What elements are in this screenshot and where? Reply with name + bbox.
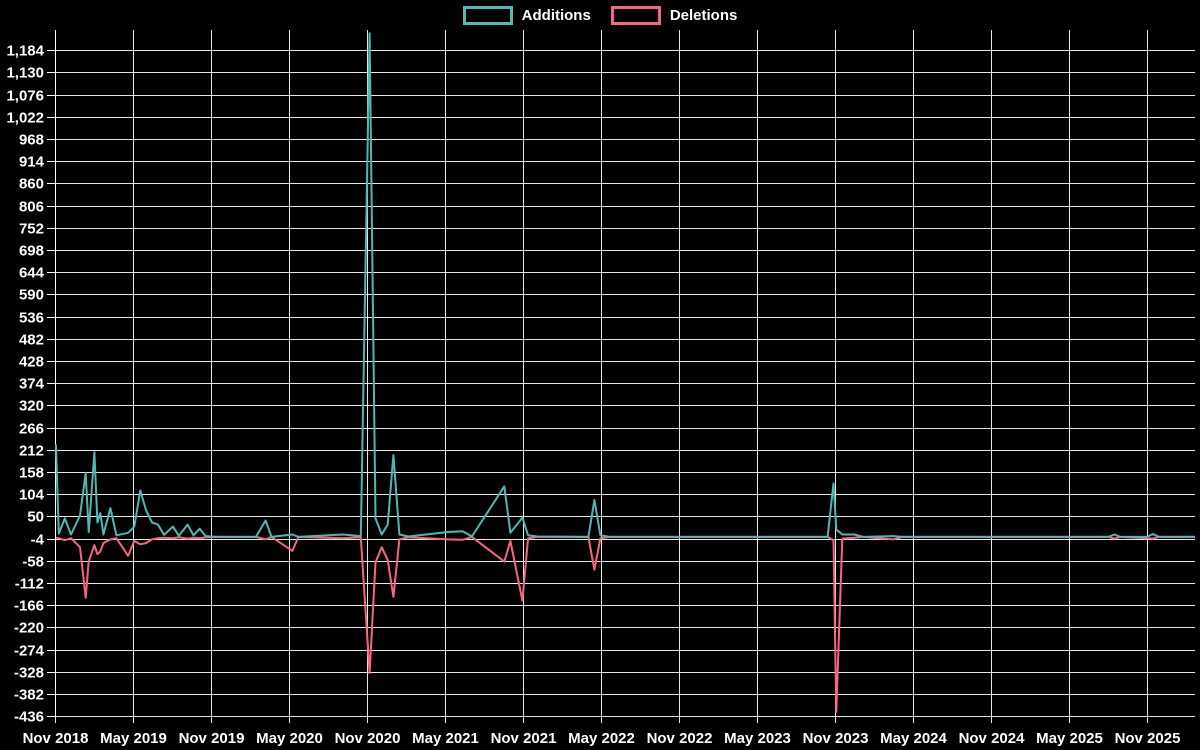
x-tick-label: Nov 2025 [1115, 730, 1181, 747]
y-tick-label: -220 [14, 620, 44, 637]
x-tick-label: Nov 2022 [647, 730, 713, 747]
y-tick-label: 1,076 [6, 88, 44, 105]
y-tick-label: 860 [19, 176, 44, 193]
x-tick-label: May 2023 [724, 730, 791, 747]
deletions-line [55, 535, 1195, 713]
x-tick-label: May 2025 [1036, 730, 1103, 747]
y-tick-label: -274 [14, 643, 45, 660]
y-tick-label: 1,130 [6, 65, 44, 82]
y-tick-label: 158 [19, 465, 44, 482]
y-tick-label: 428 [19, 354, 44, 371]
x-tick-label: Nov 2021 [491, 730, 557, 747]
x-tick-label: May 2022 [568, 730, 635, 747]
legend-item-additions[interactable]: Additions [462, 6, 591, 25]
y-tick-label: -4 [31, 532, 45, 549]
y-tick-label: 50 [27, 509, 44, 526]
y-tick-label: 590 [19, 287, 44, 304]
y-tick-label: -436 [14, 709, 44, 726]
x-tick-label: May 2021 [412, 730, 479, 747]
x-tick-label: Nov 2018 [23, 730, 89, 747]
y-tick-label: 266 [19, 421, 44, 438]
y-tick-label: 104 [19, 487, 45, 504]
y-tick-label: 968 [19, 132, 44, 149]
y-tick-label: 374 [19, 376, 45, 393]
x-tick-label: Nov 2023 [803, 730, 869, 747]
legend-item-deletions[interactable]: Deletions [610, 6, 738, 25]
y-tick-label: 914 [19, 154, 45, 171]
additions-swatch-icon [462, 6, 513, 25]
additions-line [54, 32, 1195, 538]
x-tick-label: Nov 2019 [179, 730, 245, 747]
y-tick-label: 1,022 [6, 110, 44, 127]
x-tick-label: May 2019 [100, 730, 167, 747]
y-tick-label: -112 [15, 576, 44, 593]
y-tick-label: 752 [19, 221, 44, 238]
y-tick-label: 482 [19, 332, 44, 349]
y-tick-label: -166 [14, 598, 44, 615]
y-tick-label: -328 [14, 665, 44, 682]
x-tick-label: May 2020 [256, 730, 323, 747]
y-tick-label: 320 [19, 398, 44, 415]
y-tick-label: 644 [19, 265, 45, 282]
deletions-swatch-icon [610, 6, 661, 25]
x-tick-label: Nov 2020 [335, 730, 401, 747]
x-tick-label: May 2024 [880, 730, 947, 747]
legend-label-deletions: Deletions [669, 7, 738, 24]
chart-legend: Additions Deletions [0, 6, 1200, 25]
x-tick-label: Nov 2024 [959, 730, 1026, 747]
y-tick-label: 1,184 [6, 43, 44, 60]
y-tick-label: 212 [19, 443, 44, 460]
y-tick-label: -382 [14, 687, 44, 704]
y-tick-label: 698 [19, 243, 44, 260]
y-tick-label: 536 [19, 310, 44, 327]
y-tick-label: 806 [19, 199, 44, 216]
legend-label-additions: Additions [521, 7, 591, 24]
y-tick-label: -58 [22, 554, 44, 571]
